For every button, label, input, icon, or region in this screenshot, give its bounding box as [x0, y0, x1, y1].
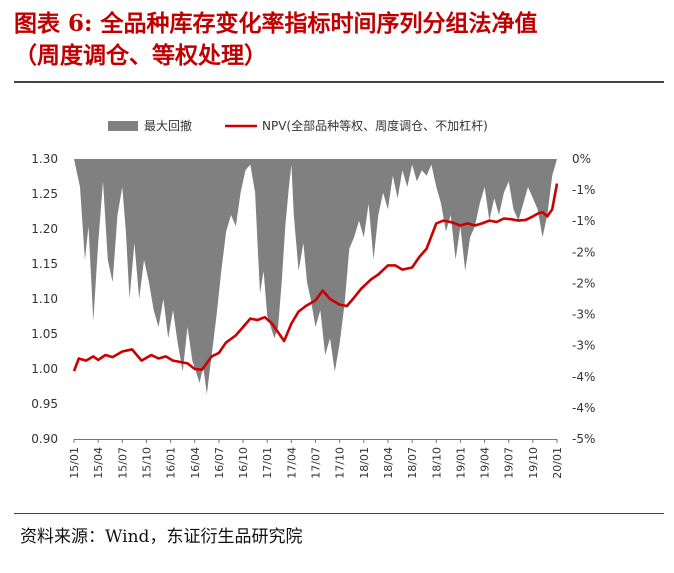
y-right-tick-label: -2% — [572, 245, 595, 259]
x-tick-label: 19/01 — [454, 447, 467, 479]
y-left-tick-label: 0.90 — [31, 432, 58, 446]
x-tick-label: 17/04 — [285, 447, 298, 479]
y-left-tick-label: 0.95 — [31, 397, 58, 411]
x-tick-label: 18/01 — [358, 447, 371, 479]
y-right-tick-label: 0% — [572, 152, 591, 166]
chart-title-line2: （周度调仓、等权处理） — [14, 42, 267, 69]
x-tick-label: 17/10 — [334, 447, 347, 479]
x-tick-label: 19/04 — [479, 447, 492, 479]
x-tick-label: 15/04 — [92, 447, 105, 479]
x-tick-label: 17/01 — [261, 447, 274, 479]
x-tick-label: 16/01 — [165, 447, 178, 479]
legend-drawdown-label: 最大回撤 — [144, 118, 192, 133]
x-tick-label: 15/01 — [68, 447, 81, 479]
y-left-tick-label: 1.25 — [31, 187, 58, 201]
legend-drawdown-swatch — [108, 121, 138, 131]
x-tick-label: 20/01 — [551, 447, 564, 479]
source-note: 资料来源：Wind，东证衍生品研究院 — [20, 527, 303, 547]
chart-title: 图表 6: 全品种库存变化率指标时间序列分组法净值 （周度调仓、等权处理） — [14, 8, 664, 72]
x-tick-label: 19/07 — [503, 447, 516, 479]
x-tick-label: 17/07 — [310, 447, 323, 479]
npv-drawdown-chart: 1.30 1.25 1.20 1.15 1.10 1.05 1.00 0.95 0.90 0% -1… — [31, 118, 595, 479]
y-right-tick-label: -4% — [572, 370, 595, 384]
x-tick-label: 16/07 — [213, 447, 226, 479]
chart-title-line1: 图表 6: 全品种库存变化率指标时间序列分组法净值 — [14, 10, 538, 37]
x-tick-label: 18/07 — [406, 447, 419, 479]
y-left-tick-label: 1.15 — [31, 257, 58, 271]
x-tick-label: 15/10 — [140, 447, 153, 479]
y-right-tick-label: -2% — [572, 276, 595, 290]
y-left-tick-label: 1.00 — [31, 362, 58, 376]
npv-line — [72, 183, 559, 372]
legend-npv-label: NPV(全部品种等权、周度调仓、不加杠杆) — [262, 118, 488, 133]
y-right-tick-label: -1% — [572, 183, 595, 197]
y-left-tick-label: 1.30 — [31, 152, 58, 166]
x-tick-label: 19/10 — [527, 447, 540, 479]
x-tick-label: 16/10 — [237, 447, 250, 479]
y-right-tick-label: -5% — [572, 432, 595, 446]
x-tick-label: 15/07 — [116, 447, 129, 479]
x-tick-label: 16/04 — [189, 447, 202, 479]
y-left-tick-label: 1.10 — [31, 292, 58, 306]
y-right-tick-label: -3% — [572, 339, 595, 353]
bottom-divider — [14, 513, 664, 514]
x-tick-label: 18/04 — [382, 447, 395, 479]
y-right-tick-label: -1% — [572, 214, 595, 228]
y-left-tick-label: 1.05 — [31, 327, 58, 341]
drawdown-area — [74, 159, 557, 395]
top-divider — [14, 81, 664, 83]
x-tick-label: 18/10 — [430, 447, 443, 479]
y-right-tick-label: -3% — [572, 308, 595, 322]
y-right-tick-label: -4% — [572, 401, 595, 415]
y-left-tick-label: 1.20 — [31, 222, 58, 236]
